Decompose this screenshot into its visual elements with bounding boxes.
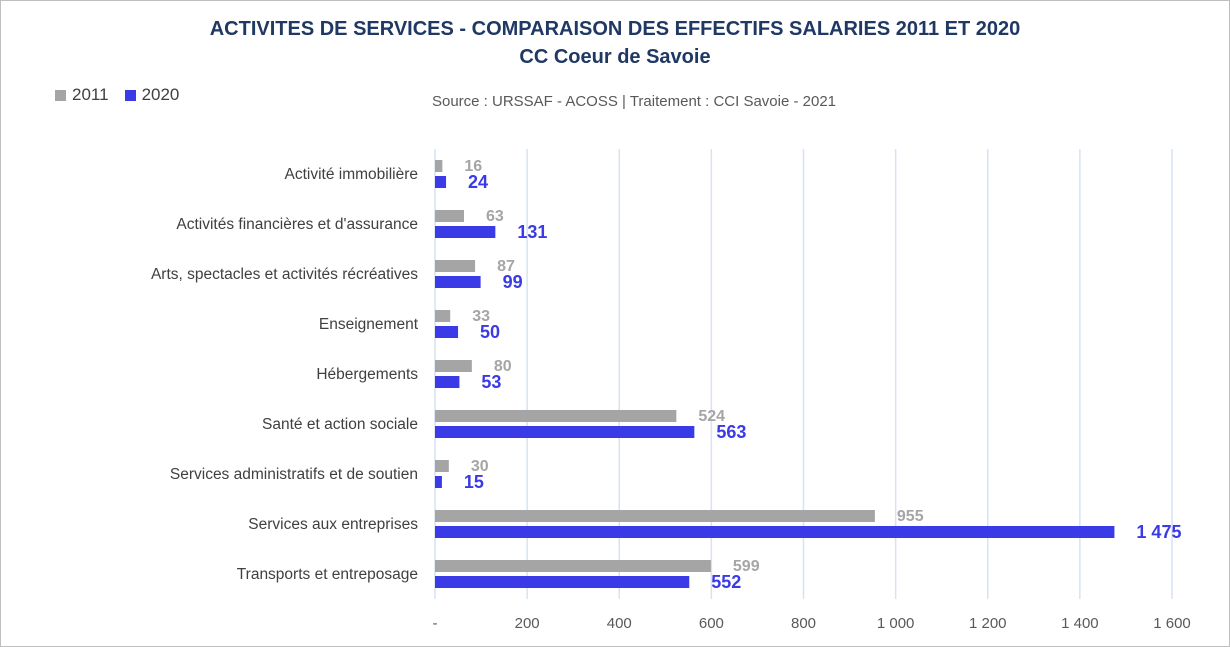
data-label-2020: 53: [481, 372, 501, 392]
chart-title: ACTIVITES DE SERVICES - COMPARAISON DES …: [209, 18, 1021, 40]
bar-2011: [435, 360, 472, 372]
category-label: Services administratifs et de soutien: [170, 466, 418, 483]
category-label: Transports et entreposage: [237, 566, 418, 583]
x-tick-label: 1 600: [1153, 615, 1191, 632]
bar-2020: [435, 276, 481, 288]
category-label: Enseignement: [319, 316, 419, 333]
data-label-2020: 1 475: [1136, 522, 1181, 542]
bar-2011: [435, 460, 449, 472]
bar-2011: [435, 210, 465, 222]
bar-2020: [435, 526, 1115, 538]
bar-2020: [435, 426, 695, 438]
data-label-2020: 50: [480, 322, 500, 342]
bar-2011: [435, 260, 476, 272]
data-label-2011: 30: [471, 458, 489, 475]
data-label-2011: 33: [472, 308, 490, 325]
data-label-2020: 24: [468, 172, 488, 192]
data-label-2020: 131: [517, 222, 547, 242]
data-label-2011: 16: [464, 158, 482, 175]
bar-2011: [435, 560, 711, 572]
category-label: Hébergements: [316, 366, 418, 383]
x-tick-label: 600: [699, 615, 724, 632]
bar-2020: [435, 476, 442, 488]
bar-2020: [435, 176, 447, 188]
data-label-2020: 15: [464, 472, 484, 492]
x-tick-label: 800: [791, 615, 816, 632]
legend-swatch-2020: [124, 89, 136, 101]
x-tick-label: 200: [515, 615, 540, 632]
category-label: Arts, spectacles et activités récréative…: [151, 266, 418, 283]
legend-label-2020: 2020: [141, 85, 180, 104]
legend-item-2020: 2020: [124, 85, 180, 105]
data-label-2011: 63: [486, 208, 504, 225]
data-label-2011: 80: [494, 358, 512, 375]
bar-2020: [435, 226, 496, 238]
category-label: Activité immobilière: [284, 166, 418, 183]
legend-swatch-2011: [55, 89, 66, 101]
bar-2011: [435, 410, 677, 422]
legend-item-2011: 2011: [55, 85, 109, 105]
chart-legend: 2011 2020: [55, 85, 195, 105]
bar-2011: [435, 310, 451, 322]
x-tick-label: 1 000: [877, 615, 915, 632]
data-label-2011: 955: [897, 508, 924, 525]
x-tick-label: -: [433, 615, 438, 632]
bar-2020: [435, 576, 690, 588]
bar-2011: [435, 160, 443, 172]
data-label-2020: 99: [503, 272, 523, 292]
chart-subtitle: CC Coeur de Savoie: [519, 46, 711, 68]
category-label: Services aux entreprises: [248, 516, 418, 533]
x-tick-label: 1 400: [1061, 615, 1099, 632]
category-label: Activités financières et d'assurance: [176, 216, 418, 233]
bar-2020: [435, 376, 460, 388]
x-tick-label: 1 200: [969, 615, 1007, 632]
bar-2020: [435, 326, 459, 338]
data-label-2020: 552: [711, 572, 741, 592]
category-label: Santé et action sociale: [262, 416, 418, 433]
data-label-2011: 524: [698, 408, 725, 425]
data-label-2020: 563: [716, 422, 746, 442]
chart-title-block: ACTIVITES DE SERVICES - COMPARAISON DES …: [1, 15, 1229, 71]
bar-2011: [435, 510, 875, 522]
data-label-2011: 599: [733, 558, 760, 575]
chart-source: Source : URSSAF - ACOSS | Traitement : C…: [431, 93, 837, 110]
legend-label-2011: 2011: [72, 85, 109, 104]
data-label-2011: 87: [497, 258, 515, 275]
x-tick-label: 400: [607, 615, 632, 632]
